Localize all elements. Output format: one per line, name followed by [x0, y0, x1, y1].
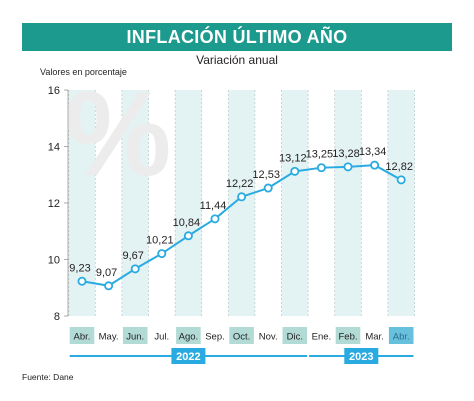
y-tick-label: 14 [48, 142, 60, 154]
year-badge-bg [171, 348, 206, 364]
column-band [387, 90, 415, 316]
chart-subtitle: Variación anual [196, 53, 278, 67]
data-point [370, 160, 380, 170]
chart-title: INFLACIÓN ÚLTIMO AÑO [22, 23, 452, 51]
data-label: 13,12 [279, 152, 307, 164]
data-label: 12,82 [385, 161, 413, 173]
month-highlight [282, 327, 308, 344]
year-label: 2022 [176, 351, 200, 363]
data-label: 13,25 [306, 149, 334, 161]
month-label: Nov. [259, 332, 278, 343]
data-point [183, 231, 193, 241]
month-label: Abr. [74, 332, 91, 343]
data-point [77, 276, 87, 286]
data-point [343, 162, 353, 172]
month-highlight [176, 327, 201, 344]
data-label: 12,22 [226, 178, 254, 190]
month-label: Ene. [312, 332, 332, 343]
source-note: Fuente: Dane [22, 372, 74, 382]
data-point [290, 166, 300, 176]
percent-watermark: % [65, 67, 172, 201]
data-label: 13,34 [359, 146, 387, 158]
month-label: Ago. [179, 332, 199, 343]
data-label: 12,53 [252, 169, 280, 181]
month-highlight [122, 327, 148, 344]
month-highlight [335, 327, 361, 344]
data-point [263, 183, 273, 193]
year-label: 2023 [349, 351, 373, 363]
data-label: 13,28 [332, 148, 360, 160]
data-point [210, 214, 220, 224]
data-label: 10,84 [173, 217, 201, 229]
data-point [237, 192, 247, 202]
y-tick-label: 8 [54, 311, 60, 323]
y-axis-label: Valores en porcentaje [40, 67, 127, 77]
y-tick-label: 10 [48, 255, 60, 267]
month-label: Oct. [233, 332, 250, 343]
data-point [396, 175, 406, 185]
data-label: 9,67 [122, 250, 143, 262]
data-label: 9,07 [96, 267, 117, 279]
current-month-highlight [388, 327, 414, 344]
data-point [157, 249, 167, 259]
year-badge: 2023 [344, 348, 379, 364]
month-highlight [69, 327, 95, 344]
year-badge: 2022 [171, 348, 206, 364]
month-label: May. [99, 332, 119, 343]
month-highlight [229, 327, 254, 344]
data-point [104, 281, 114, 291]
data-label: 10,21 [146, 235, 174, 247]
column-band [228, 90, 255, 316]
year-badge-bg [344, 348, 379, 364]
month-label: Jul. [154, 332, 169, 343]
column-band [121, 90, 149, 316]
data-label: 9,23 [69, 262, 90, 274]
y-tick-label: 12 [48, 198, 60, 210]
month-label: Sep. [205, 332, 225, 343]
data-label: 11,44 [200, 200, 227, 212]
y-tick-label: 16 [48, 85, 60, 97]
data-point [316, 163, 326, 173]
month-label: Dic. [287, 332, 303, 343]
month-label: Jun. [126, 332, 144, 343]
month-label: Mar. [365, 332, 383, 343]
data-point [130, 264, 140, 274]
column-band [175, 90, 202, 316]
column-band [281, 90, 309, 316]
column-band [334, 90, 362, 316]
month-label: Feb. [338, 332, 357, 343]
